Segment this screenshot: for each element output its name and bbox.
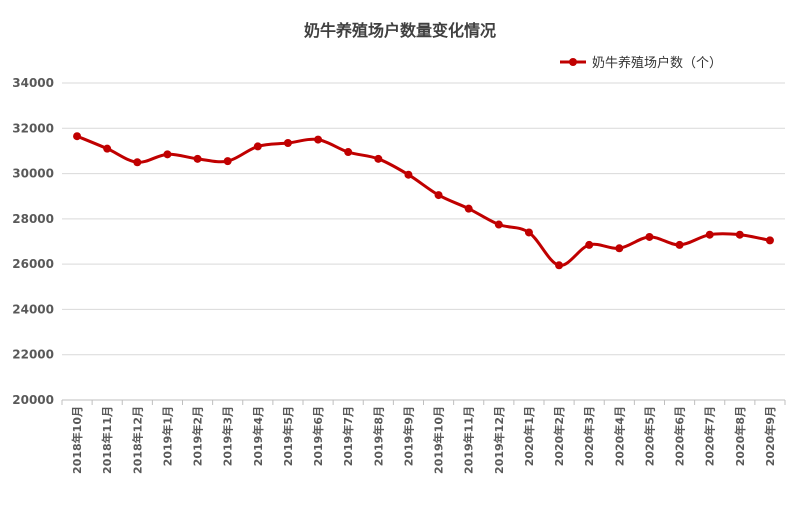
y-axis-tick-labels: 20000 22000 24000 26000 28000 30000 32000 34000 bbox=[12, 76, 54, 407]
y-tick-label: 20000 bbox=[12, 393, 54, 407]
gridlines bbox=[62, 82, 785, 356]
data-point bbox=[283, 139, 292, 148]
x-tick-label: 2020年7月 bbox=[703, 406, 717, 466]
x-tick-label: 2019年8月 bbox=[371, 406, 385, 466]
data-point bbox=[344, 148, 353, 157]
x-tick-label: 2020年8月 bbox=[733, 406, 747, 466]
y-tick-label: 34000 bbox=[12, 76, 54, 90]
data-point bbox=[314, 135, 323, 144]
x-tick-label: 2018年11月 bbox=[100, 406, 114, 474]
data-point bbox=[735, 230, 744, 239]
x-tick-label: 2019年7月 bbox=[341, 406, 355, 466]
x-axis: 2018年10月 2018年11月 2018年12月 2019年1月 2019年2月 20… bbox=[61, 399, 786, 474]
data-point bbox=[163, 150, 172, 159]
x-tick-label: 2019年10月 bbox=[432, 406, 446, 474]
data-point bbox=[253, 142, 262, 151]
y-tick-label: 30000 bbox=[12, 167, 54, 181]
data-point bbox=[555, 261, 564, 270]
x-tick-label: 2020年3月 bbox=[582, 406, 596, 466]
data-point bbox=[524, 228, 533, 237]
y-tick-label: 32000 bbox=[12, 121, 54, 135]
x-tick-label: 2018年10月 bbox=[70, 406, 84, 474]
chart-title: 奶牛养殖场户数量变化情况 bbox=[304, 21, 496, 40]
x-tick-label: 2019年3月 bbox=[221, 406, 235, 466]
x-tick-label: 2018年12月 bbox=[130, 406, 144, 474]
x-tick-label: 2019年11月 bbox=[462, 406, 476, 474]
legend-label: 奶牛养殖场户数（个） bbox=[592, 55, 722, 71]
data-point bbox=[615, 244, 624, 253]
x-tick-label: 2019年9月 bbox=[401, 406, 415, 466]
data-point bbox=[193, 154, 202, 163]
data-point bbox=[223, 157, 232, 166]
x-tick-label: 2020年9月 bbox=[763, 406, 777, 466]
data-point bbox=[675, 240, 684, 249]
x-tick-label: 2019年5月 bbox=[281, 406, 295, 466]
legend-marker-swatch bbox=[569, 58, 577, 66]
data-point bbox=[133, 158, 142, 167]
y-tick-label: 26000 bbox=[12, 257, 54, 271]
data-point bbox=[464, 204, 473, 213]
y-tick-label: 28000 bbox=[12, 212, 54, 226]
data-point bbox=[585, 240, 594, 249]
data-point bbox=[645, 232, 654, 241]
series-line bbox=[75, 134, 772, 267]
x-tick-label: 2020年2月 bbox=[552, 406, 566, 466]
x-tick-label: 2020年1月 bbox=[522, 406, 536, 466]
x-tick-label: 2019年1月 bbox=[160, 406, 174, 466]
x-tick-label: 2019年12月 bbox=[492, 406, 506, 474]
data-point bbox=[404, 170, 413, 179]
x-tick-label: 2019年6月 bbox=[311, 406, 325, 466]
x-tick-label: 2019年2月 bbox=[191, 406, 205, 466]
series-layer bbox=[73, 132, 774, 270]
y-tick-label: 22000 bbox=[12, 348, 54, 362]
data-point bbox=[494, 220, 503, 229]
data-point bbox=[73, 132, 82, 141]
data-point bbox=[103, 144, 112, 153]
data-point bbox=[434, 191, 443, 200]
x-tick-label: 2020年4月 bbox=[612, 406, 626, 466]
y-tick-label: 24000 bbox=[12, 302, 54, 316]
x-tick-label: 2020年5月 bbox=[642, 406, 656, 466]
x-tick-label: 2020年6月 bbox=[673, 406, 687, 466]
legend: 奶牛养殖场户数（个） bbox=[560, 55, 722, 71]
data-point bbox=[765, 236, 774, 245]
x-tick-label: 2019年4月 bbox=[251, 406, 265, 466]
data-point bbox=[705, 230, 714, 239]
data-point bbox=[374, 154, 383, 163]
